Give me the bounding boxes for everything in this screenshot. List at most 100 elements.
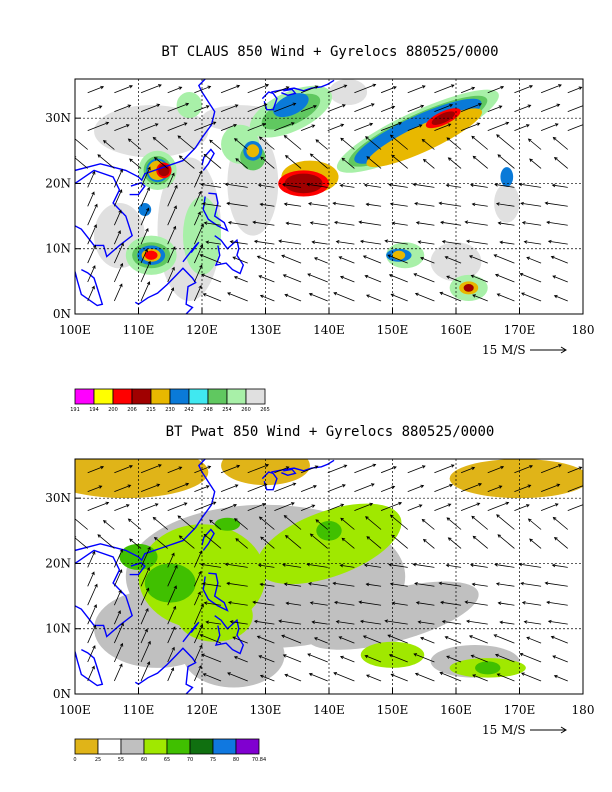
wind-vector [553, 294, 568, 302]
wind-vector [540, 483, 561, 493]
wind-vector [167, 266, 175, 283]
wind-vector [87, 244, 97, 264]
wind-vector [87, 665, 95, 682]
wind-vector [354, 483, 375, 493]
wind-vector [199, 254, 222, 264]
wind-vector [281, 254, 302, 264]
wind-vector [339, 655, 355, 663]
field-region [246, 144, 260, 158]
coastline-segment [134, 267, 197, 314]
wind-vector [167, 552, 175, 568]
panel-claus: BT CLAUS 850 Wind + Gyrelocs 880525/0000… [45, 44, 594, 413]
wind-vector [309, 221, 328, 226]
wind-vector [233, 276, 248, 283]
wind-vector [167, 122, 188, 131]
wind-vector [384, 239, 408, 245]
wind-vector [440, 600, 462, 606]
wind-vector [309, 533, 328, 549]
wind-vector [521, 221, 542, 226]
wind-vector [470, 654, 488, 663]
wind-vector [300, 504, 316, 511]
wind-vector [194, 170, 203, 188]
wind-vector [552, 275, 568, 283]
wind-vector [114, 85, 133, 94]
wind-vector [547, 619, 568, 625]
wind-vector [466, 619, 488, 625]
coastline-segment [202, 192, 229, 232]
wind-vector [194, 190, 202, 207]
wind-vector [194, 264, 203, 283]
wind-vector [114, 104, 132, 113]
wind-vector [114, 484, 132, 493]
wind-vector [440, 220, 462, 226]
colorbar-swatch [207, 388, 228, 405]
wind-vector [341, 537, 355, 549]
wind-vector [523, 240, 542, 245]
wind-vector [140, 260, 151, 283]
wind-vector [414, 581, 435, 587]
wind-vector [194, 665, 202, 682]
wind-vector [203, 601, 222, 606]
wind-vector [311, 620, 328, 625]
wind-vector [333, 220, 355, 226]
wind-vector [102, 140, 115, 150]
wind-vector [220, 104, 239, 113]
wind-vector [194, 570, 202, 587]
wind-vector [434, 123, 452, 131]
wind-vector [274, 86, 290, 94]
wind-vector [315, 139, 328, 150]
wind-vector [420, 636, 435, 644]
wind-vector [87, 85, 105, 94]
wind-vector [441, 239, 462, 245]
wind-vector [247, 123, 266, 131]
wind-vector [391, 221, 408, 226]
wind-vector [487, 465, 505, 474]
wind-vector [140, 464, 162, 474]
wind-vector [354, 502, 374, 511]
wind-vector [447, 537, 462, 549]
wind-vector [114, 283, 123, 302]
wind-vector [553, 156, 569, 169]
wind-vector [87, 285, 95, 302]
wind-vector [364, 274, 382, 283]
wind-vector [226, 581, 248, 587]
wind-vector [494, 183, 515, 188]
wind-vector [114, 569, 123, 587]
coastline-segment [281, 88, 297, 97]
wind-vector [167, 605, 177, 625]
wind-vector [439, 671, 462, 682]
colorbar: 191 194 200 206 215 230 242 248 254 260 265 [70, 388, 270, 413]
wind-vector [313, 257, 328, 264]
wind-vector [140, 84, 162, 94]
wind-vector [417, 620, 435, 625]
wind-vector [495, 202, 515, 207]
coastline-segment [266, 318, 291, 323]
wind-vector [114, 124, 130, 131]
wind-vector [167, 172, 175, 188]
wind-vector [258, 275, 275, 283]
coastline-segment [75, 169, 133, 258]
wind-vector [460, 502, 481, 511]
wind-vector [114, 642, 124, 663]
wind-vector [167, 646, 175, 663]
colorbar-label: 65 [164, 757, 170, 763]
wind-vector [493, 254, 515, 264]
wind-vector [460, 466, 476, 474]
wind-vector [421, 138, 435, 150]
wind-vector [140, 103, 161, 113]
wind-vector [472, 674, 488, 682]
wind-vector [283, 582, 302, 587]
coastline-segment [75, 648, 104, 687]
wind-vector [140, 227, 149, 245]
gridlines [75, 79, 583, 314]
wind-vector [227, 220, 248, 226]
wind-vector [201, 273, 222, 283]
colorbar-swatch [235, 738, 260, 755]
wind-vector [220, 503, 238, 511]
colorbar-label: 242 [184, 407, 194, 413]
wind-vector [327, 464, 348, 474]
wind-vector [567, 105, 583, 113]
wind-vectors [75, 463, 583, 682]
wind-vector [523, 620, 542, 625]
